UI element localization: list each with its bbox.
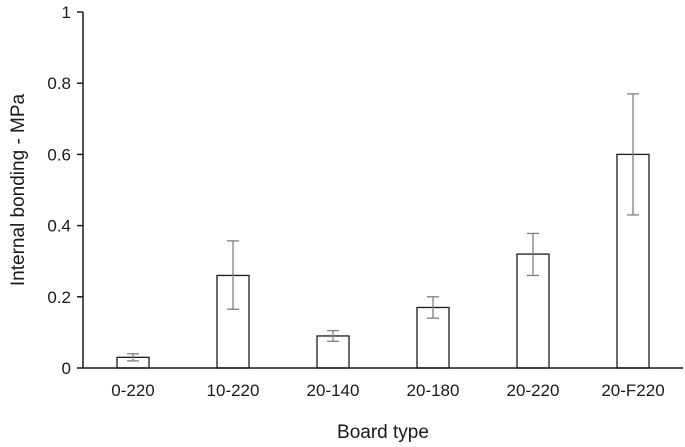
y-tick-label: 0 <box>62 359 71 378</box>
x-tick-label: 20-140 <box>307 381 360 400</box>
y-tick-label: 1 <box>62 3 71 22</box>
error-bar-10-220 <box>227 240 239 310</box>
bars <box>116 153 650 369</box>
y-tick-label: 0.4 <box>47 217 71 236</box>
x-tick-label: 10-220 <box>207 381 260 400</box>
x-tick-label: 0-220 <box>111 381 154 400</box>
x-tick-label: 20-F220 <box>601 381 664 400</box>
x-tick-label: 20-220 <box>507 381 560 400</box>
error-bar-0-220 <box>127 353 139 362</box>
x-axis-title: Board type <box>337 422 429 443</box>
y-tick-label: 0.6 <box>47 145 71 164</box>
y-axis-ticks: 0 0.2 0.4 0.6 0.8 1 <box>47 3 83 378</box>
error-bars <box>127 93 639 362</box>
y-axis-title: Internal bonding - MPa <box>8 93 29 286</box>
x-axis-ticks: 0-220 10-220 20-140 20-180 20-220 20-F220 <box>111 381 664 400</box>
error-bar-20-180 <box>427 296 439 319</box>
error-bar-20-F220 <box>627 93 639 216</box>
y-tick-label: 0.8 <box>47 74 71 93</box>
error-bar-20-140 <box>327 329 339 342</box>
x-tick-label: 20-180 <box>407 381 460 400</box>
y-tick-label: 0.2 <box>47 288 71 307</box>
error-bar-20-220 <box>527 232 539 277</box>
